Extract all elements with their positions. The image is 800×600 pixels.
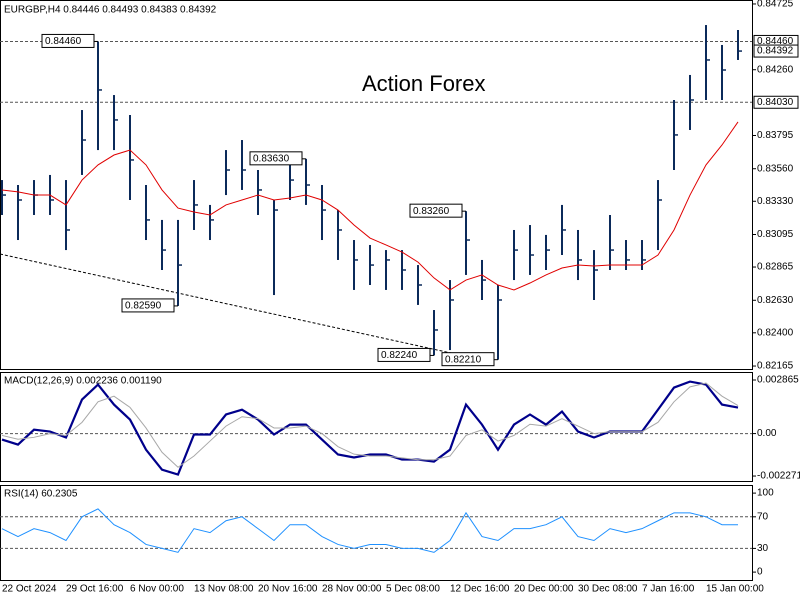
last-price-label: 0.84392 bbox=[757, 46, 794, 57]
level-label: 0.84030 bbox=[757, 97, 794, 108]
x-tick-label: 28 Nov 00:00 bbox=[322, 584, 382, 595]
y-tick-label: 30 bbox=[757, 543, 769, 554]
x-tick-label: 5 Dec 08:00 bbox=[386, 584, 440, 595]
y-tick-label: 0.84260 bbox=[757, 64, 794, 75]
x-tick-label: 29 Oct 16:00 bbox=[66, 584, 124, 595]
y-tick-label: 0.83095 bbox=[757, 229, 794, 240]
annotation-label: 0.82590 bbox=[125, 301, 162, 312]
x-tick-label: 6 Nov 00:00 bbox=[130, 584, 184, 595]
y-tick-label: 0.82630 bbox=[757, 295, 794, 306]
y-tick-label: 0.83560 bbox=[757, 163, 794, 174]
x-tick-label: 12 Dec 16:00 bbox=[450, 584, 510, 595]
y-tick-label: 70 bbox=[757, 511, 769, 522]
annotation-label: 0.82210 bbox=[445, 354, 482, 365]
y-tick-label: 0.82165 bbox=[757, 361, 794, 372]
y-tick-label: 0.82400 bbox=[757, 327, 794, 338]
annotation-label: 0.83260 bbox=[413, 206, 450, 217]
price-panel bbox=[0, 0, 753, 370]
y-tick-label: 100 bbox=[757, 488, 774, 499]
macd-panel bbox=[0, 372, 753, 482]
y-tick-label: 0.00 bbox=[757, 428, 777, 439]
rsi-header: RSI(14) 60.2305 bbox=[4, 489, 78, 500]
y-tick-label: 0.002865 bbox=[757, 375, 799, 386]
annotation-label: 0.84460 bbox=[45, 36, 82, 47]
x-tick-label: 13 Nov 08:00 bbox=[194, 584, 254, 595]
indicator-line bbox=[1, 508, 738, 553]
level-label: 0.84460 bbox=[757, 36, 794, 47]
x-tick-label: 15 Jan 00:00 bbox=[706, 584, 764, 595]
moving-average bbox=[1, 121, 739, 291]
watermark: Action Forex bbox=[362, 71, 486, 96]
x-tick-label: 22 Oct 2024 bbox=[2, 584, 57, 595]
y-tick-label: 0.83330 bbox=[757, 196, 794, 207]
last-price-box bbox=[753, 44, 799, 58]
x-tick-label: 7 Jan 16:00 bbox=[642, 584, 695, 595]
rsi-panel bbox=[0, 485, 753, 581]
x-tick-label: 20 Nov 16:00 bbox=[258, 584, 318, 595]
x-tick-label: 20 Dec 00:00 bbox=[514, 584, 574, 595]
x-tick-label: 30 Dec 08:00 bbox=[578, 584, 638, 595]
y-tick-label: 0.83795 bbox=[757, 130, 794, 141]
macd-header: MACD(12,26,9) 0.002236 0.001190 bbox=[4, 376, 162, 387]
y-tick-label: 0 bbox=[757, 567, 763, 578]
y-tick-label: -0.002271 bbox=[757, 471, 800, 482]
trend-line bbox=[0, 253, 461, 356]
indicator-line bbox=[1, 382, 739, 468]
y-tick-label: 0.84725 bbox=[757, 0, 794, 10]
level-label-box bbox=[753, 95, 799, 109]
y-tick-label: 0.82865 bbox=[757, 262, 794, 273]
price-header: EURGBP,H4 0.84446 0.84493 0.84383 0.8439… bbox=[4, 5, 217, 16]
annotation-label: 0.82240 bbox=[381, 350, 418, 361]
annotation-label: 0.83630 bbox=[253, 153, 290, 164]
